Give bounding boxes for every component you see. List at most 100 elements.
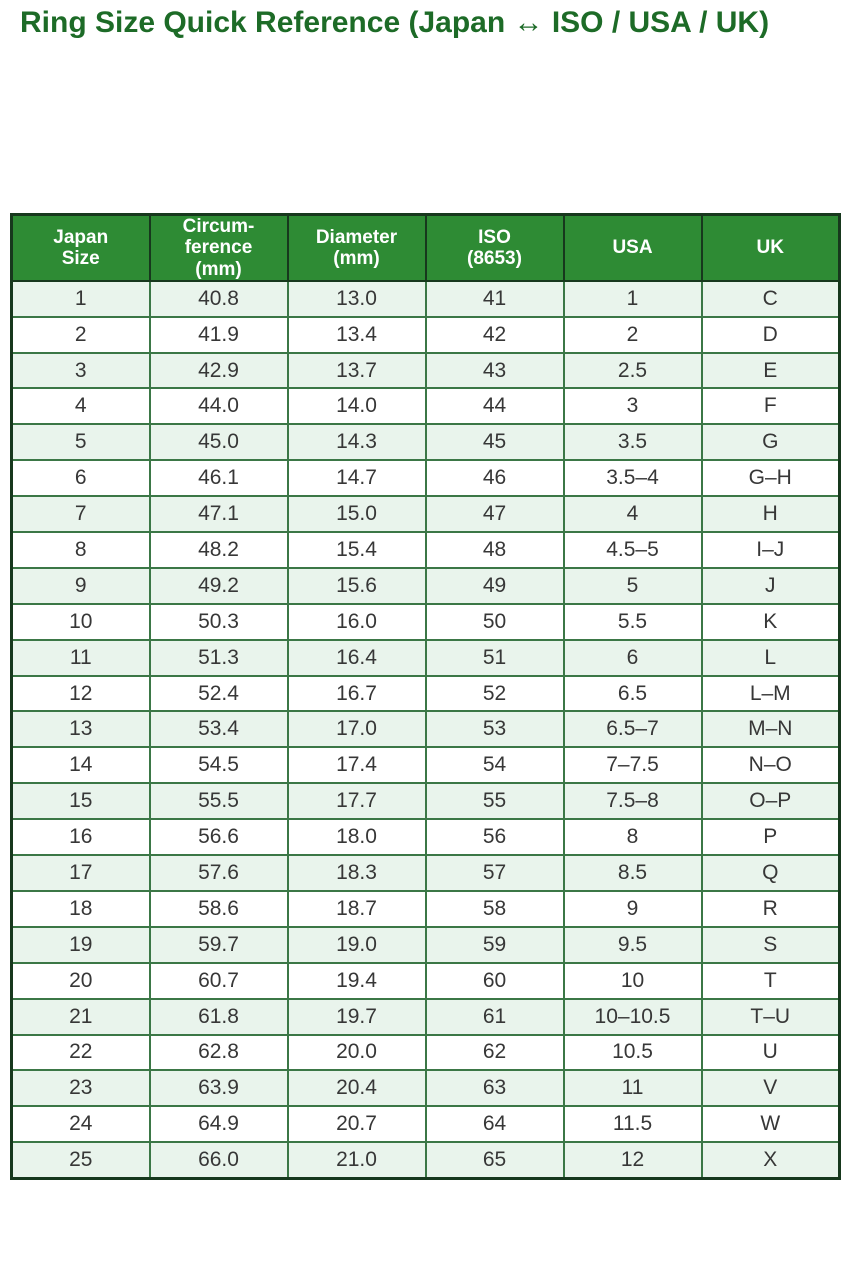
table-cell: 50.3 — [148, 602, 289, 641]
table-cell: 10 — [562, 961, 703, 1000]
table-row: 25 66.0 21.0 65 12 X — [10, 1141, 841, 1180]
table-cell: 64 — [424, 1105, 565, 1144]
table-row: 19 59.7 19.0 59 9.5 S — [10, 925, 841, 964]
table-cell: T — [700, 961, 841, 1000]
table-cell: 8 — [562, 818, 703, 857]
table-cell: 20.0 — [286, 1033, 427, 1072]
table-cell: 13.0 — [286, 279, 427, 318]
table-row: 3 42.9 13.7 43 2.5 E — [10, 351, 841, 390]
table-body: 1 40.8 13.0 41 1 C 2 41.9 13.4 42 2 D 3 42.9 13.7 43 2.5… — [10, 279, 841, 1180]
table-cell: 2.5 — [562, 351, 703, 390]
table-cell: 25 — [10, 1141, 151, 1180]
table-cell: K — [700, 602, 841, 641]
table-row: 18 58.6 18.7 58 9 R — [10, 889, 841, 928]
table-cell: 1 — [10, 279, 151, 318]
table-cell: 43 — [424, 351, 565, 390]
table-cell: 11.5 — [562, 1105, 703, 1144]
table-cell: O–P — [700, 782, 841, 821]
table-cell: 2 — [10, 315, 151, 354]
table-cell: 63 — [424, 1069, 565, 1108]
table-cell: 58.6 — [148, 889, 289, 928]
table-row: 15 55.5 17.7 55 7.5–8 O–P — [10, 782, 841, 821]
table-cell: 62.8 — [148, 1033, 289, 1072]
table-cell: 16 — [10, 818, 151, 857]
table-cell: 22 — [10, 1033, 151, 1072]
column-header-japan-size: Japan Size — [10, 213, 151, 282]
table-cell: 1 — [562, 279, 703, 318]
table-cell: 4.5–5 — [562, 531, 703, 569]
table-cell: 13.4 — [286, 315, 427, 354]
table-cell: 54 — [424, 746, 565, 785]
table-cell: 18.3 — [286, 854, 427, 892]
column-header-uk: UK — [700, 213, 841, 282]
table-cell: 15.4 — [286, 531, 427, 569]
table-cell: 44.0 — [148, 387, 289, 426]
table-row: 23 63.9 20.4 63 11 V — [10, 1069, 841, 1108]
table-cell: 58 — [424, 889, 565, 928]
table-row: 10 50.3 16.0 50 5.5 K — [10, 602, 841, 641]
table-row: 7 47.1 15.0 47 4 H — [10, 495, 841, 534]
table-cell: 48 — [424, 531, 565, 569]
table-row: 9 49.2 15.6 49 5 J — [10, 566, 841, 605]
table-cell: D — [700, 315, 841, 354]
table-cell: 17 — [10, 854, 151, 892]
column-header-usa: USA — [562, 213, 703, 282]
table-cell: R — [700, 889, 841, 928]
table-cell: E — [700, 351, 841, 390]
table-cell: 18.7 — [286, 889, 427, 928]
table-row: 2 41.9 13.4 42 2 D — [10, 315, 841, 354]
table-cell: 16.7 — [286, 674, 427, 713]
table-cell: 55 — [424, 782, 565, 821]
table-cell: 11 — [10, 638, 151, 677]
table-cell: 47 — [424, 495, 565, 534]
table-cell: 57.6 — [148, 854, 289, 892]
ring-size-table: Japan Size Circum- ference (mm) Diameter… — [10, 213, 841, 1181]
table-cell: 60 — [424, 961, 565, 1000]
table-cell: G — [700, 423, 841, 462]
table-cell: 10–10.5 — [562, 997, 703, 1036]
table-cell: 47.1 — [148, 495, 289, 534]
table-cell: V — [700, 1069, 841, 1108]
table-cell: 21 — [10, 997, 151, 1036]
table-cell: M–N — [700, 710, 841, 749]
table-cell: 48.2 — [148, 531, 289, 569]
table-cell: 53 — [424, 710, 565, 749]
table-cell: 12 — [562, 1141, 703, 1180]
table-cell: 15 — [10, 782, 151, 821]
table-cell: 23 — [10, 1069, 151, 1108]
table-cell: 62 — [424, 1033, 565, 1072]
table-cell: 42.9 — [148, 351, 289, 390]
table-cell: 9 — [562, 889, 703, 928]
table-cell: 9 — [10, 566, 151, 605]
table-cell: 41 — [424, 279, 565, 318]
table-cell: 46 — [424, 459, 565, 498]
table-cell: 61 — [424, 997, 565, 1036]
table-cell: 17.4 — [286, 746, 427, 785]
table-cell: 3 — [562, 387, 703, 426]
table-cell: 49 — [424, 566, 565, 605]
table-cell: 52 — [424, 674, 565, 713]
table-cell: 5 — [562, 566, 703, 605]
table-cell: 8.5 — [562, 854, 703, 892]
table-cell: 51 — [424, 638, 565, 677]
table-cell: 56 — [424, 818, 565, 857]
table-cell: 14.0 — [286, 387, 427, 426]
table-cell: 16.0 — [286, 602, 427, 641]
table-cell: 63.9 — [148, 1069, 289, 1108]
table-cell: W — [700, 1105, 841, 1144]
table-cell: 18.0 — [286, 818, 427, 857]
table-cell: 7.5–8 — [562, 782, 703, 821]
table-cell: 24 — [10, 1105, 151, 1144]
table-cell: 49.2 — [148, 566, 289, 605]
table-row: 4 44.0 14.0 44 3 F — [10, 387, 841, 426]
table-cell: 56.6 — [148, 818, 289, 857]
table-cell: 6.5–7 — [562, 710, 703, 749]
table-row: 21 61.8 19.7 61 10–10.5 T–U — [10, 997, 841, 1036]
table-cell: 7 — [10, 495, 151, 534]
column-header-diameter: Diameter (mm) — [286, 213, 427, 282]
table-cell: 21.0 — [286, 1141, 427, 1180]
page-title: Ring Size Quick Reference (Japan ↔ ISO /… — [20, 6, 770, 39]
column-header-circumference: Circum- ference (mm) — [148, 213, 289, 282]
table-cell: 60.7 — [148, 961, 289, 1000]
table-cell: 66.0 — [148, 1141, 289, 1180]
